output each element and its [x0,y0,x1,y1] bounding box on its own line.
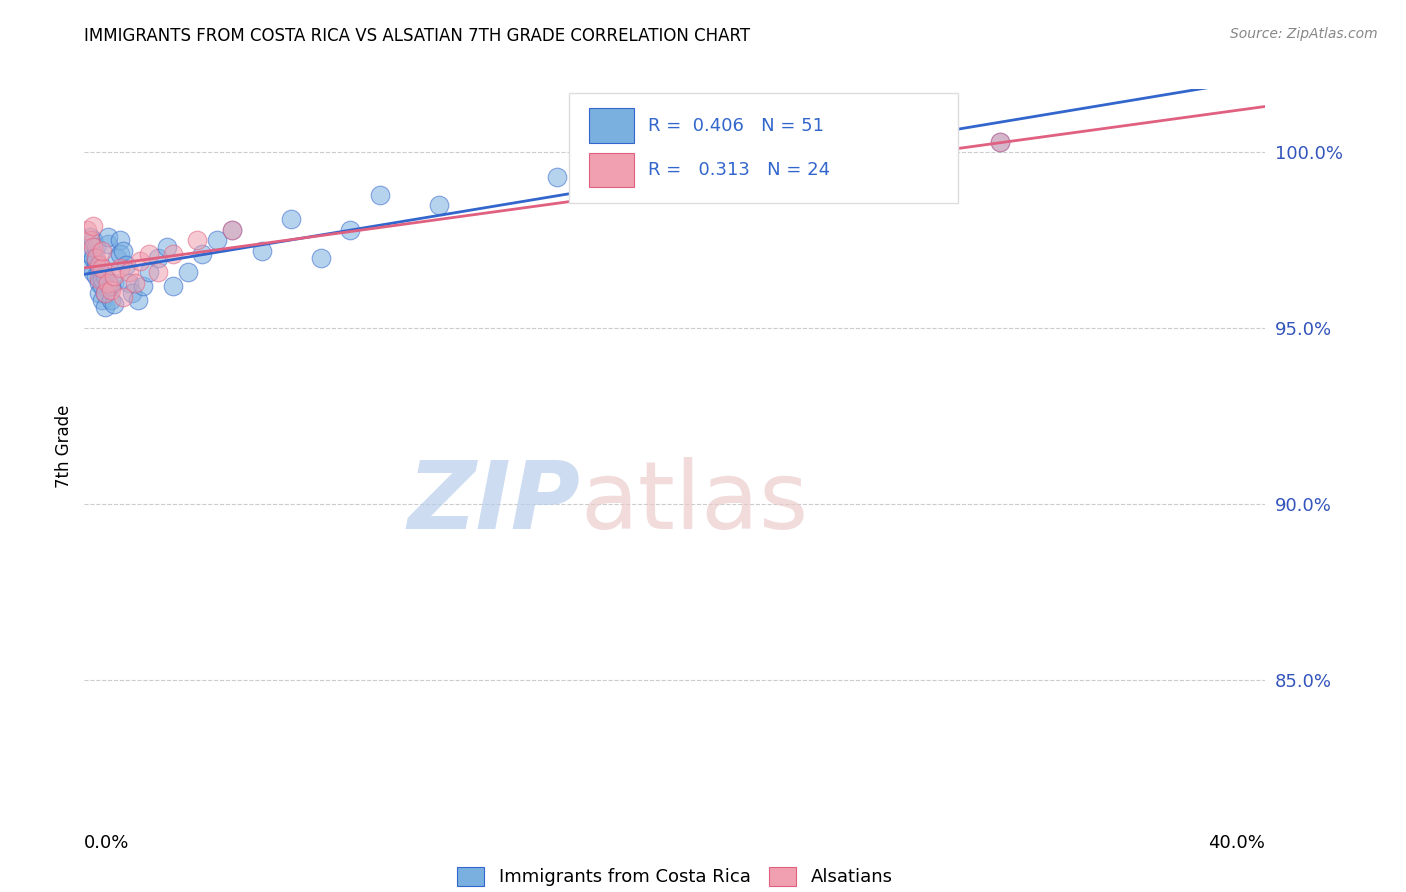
Point [129,254,152,268]
Point [94,300,117,314]
Point [84,251,107,265]
Point [105,251,128,265]
Point [79,247,101,261]
Point [82,251,104,265]
Point [100,279,122,293]
Point [108,247,131,261]
Point [91,261,114,276]
Point [156,240,179,254]
Point [87,276,111,290]
Point [79,230,101,244]
Point [191,247,214,261]
Point [221,223,243,237]
Point [148,265,170,279]
Point [162,279,184,293]
Point [114,258,136,272]
Point [138,247,160,261]
Point [177,265,200,279]
Point [132,279,155,293]
Text: Source: ZipAtlas.com: Source: ZipAtlas.com [1230,27,1378,41]
Point [82,265,104,279]
Point [118,276,141,290]
Point [221,223,243,237]
Point [111,244,134,258]
Y-axis label: 7th Grade: 7th Grade [55,404,73,488]
Legend: Immigrants from Costa Rica, Alsatians: Immigrants from Costa Rica, Alsatians [450,860,900,892]
Point [108,261,131,276]
Point [368,187,391,202]
Point [76,223,98,237]
Bar [589,153,634,187]
Bar [589,109,634,143]
Text: atlas: atlas [581,457,808,549]
Point [339,223,361,237]
Point [91,293,114,307]
Point [100,283,122,297]
Text: R =  0.406   N = 51: R = 0.406 N = 51 [648,117,824,135]
Point [162,247,184,261]
Point [546,170,568,185]
Point [427,198,450,212]
Point [84,268,107,283]
Point [148,251,170,265]
Point [103,296,125,310]
Point [94,286,117,301]
Point [124,276,146,290]
Point [280,212,302,227]
Point [84,240,107,254]
Point [87,258,111,272]
Point [97,276,120,290]
Point [205,233,228,247]
Point [97,230,120,244]
Point [186,233,208,247]
Point [723,156,745,170]
Point [138,265,160,279]
FancyBboxPatch shape [568,93,959,203]
Point [309,251,332,265]
Point [988,135,1011,149]
Text: IMMIGRANTS FROM COSTA RICA VS ALSATIAN 7TH GRADE CORRELATION CHART: IMMIGRANTS FROM COSTA RICA VS ALSATIAN 7… [84,27,751,45]
Point [84,254,107,268]
Point [94,286,117,301]
Point [127,293,149,307]
Point [79,233,101,247]
Point [94,268,117,283]
Point [121,286,143,301]
Point [988,135,1011,149]
Point [82,219,104,234]
Point [103,276,125,290]
Text: ZIP: ZIP [408,457,581,549]
Point [108,233,131,247]
Point [82,233,104,247]
Point [97,236,120,251]
Point [87,272,111,286]
Point [87,261,111,276]
Text: 40.0%: 40.0% [1209,834,1265,852]
Point [111,290,134,304]
Point [82,240,104,254]
Text: 0.0%: 0.0% [84,834,129,852]
Text: R =   0.313   N = 24: R = 0.313 N = 24 [648,161,830,178]
Point [87,286,111,301]
Point [100,293,122,307]
Point [250,244,273,258]
Point [103,268,125,283]
Point [76,258,98,272]
Point [91,279,114,293]
Point [76,244,98,258]
Point [91,244,114,258]
Point [118,265,141,279]
Point [91,272,114,286]
